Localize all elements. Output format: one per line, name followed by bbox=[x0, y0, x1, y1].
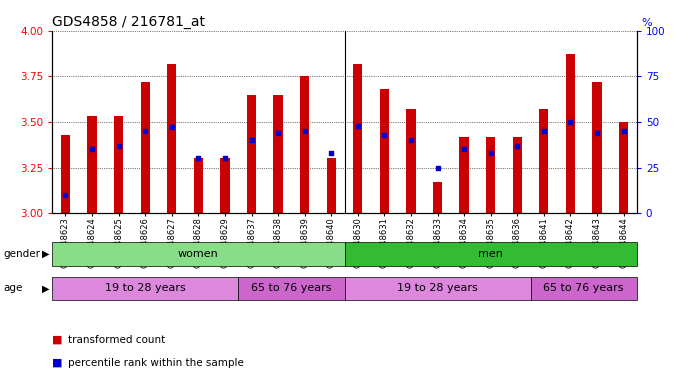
Text: gender: gender bbox=[3, 249, 40, 259]
Bar bbox=[88, 116, 97, 213]
Bar bbox=[530, 276, 637, 300]
Text: women: women bbox=[178, 249, 219, 259]
Text: 19 to 28 years: 19 to 28 years bbox=[105, 283, 186, 293]
Bar bbox=[353, 64, 363, 213]
Bar bbox=[167, 64, 176, 213]
Point bbox=[592, 130, 603, 136]
Bar bbox=[220, 159, 230, 213]
Text: 65 to 76 years: 65 to 76 years bbox=[251, 283, 331, 293]
Point bbox=[86, 146, 97, 152]
Point bbox=[166, 124, 177, 131]
Bar bbox=[380, 89, 389, 213]
Bar bbox=[619, 122, 628, 213]
Text: %: % bbox=[641, 18, 651, 28]
Point bbox=[379, 132, 390, 138]
Point bbox=[485, 150, 496, 156]
Text: 19 to 28 years: 19 to 28 years bbox=[397, 283, 478, 293]
Point bbox=[565, 119, 576, 125]
Bar bbox=[193, 159, 203, 213]
Point bbox=[273, 130, 284, 136]
Bar bbox=[114, 116, 123, 213]
Point bbox=[432, 164, 443, 170]
Bar bbox=[326, 159, 336, 213]
Point bbox=[538, 128, 549, 134]
Bar bbox=[274, 94, 283, 213]
Bar bbox=[566, 55, 575, 213]
Point bbox=[326, 150, 337, 156]
Bar bbox=[345, 276, 530, 300]
Bar bbox=[433, 182, 442, 213]
Point bbox=[352, 122, 363, 129]
Point bbox=[113, 142, 124, 149]
Bar bbox=[592, 82, 601, 213]
Bar bbox=[141, 82, 150, 213]
Point bbox=[140, 128, 151, 134]
Point bbox=[193, 156, 204, 162]
Bar bbox=[486, 137, 496, 213]
Bar bbox=[459, 137, 468, 213]
Point bbox=[299, 128, 310, 134]
Text: 65 to 76 years: 65 to 76 years bbox=[544, 283, 624, 293]
Point bbox=[405, 137, 416, 143]
Point bbox=[459, 146, 470, 152]
Point bbox=[512, 142, 523, 149]
Bar bbox=[345, 242, 637, 266]
Text: ▶: ▶ bbox=[42, 249, 49, 259]
Bar bbox=[247, 94, 256, 213]
Text: ■: ■ bbox=[52, 335, 63, 345]
Text: age: age bbox=[3, 283, 23, 293]
Bar bbox=[512, 137, 522, 213]
Bar bbox=[539, 109, 548, 213]
Bar bbox=[52, 242, 345, 266]
Text: transformed count: transformed count bbox=[68, 335, 165, 345]
Point bbox=[246, 137, 257, 143]
Bar bbox=[238, 276, 345, 300]
Text: ■: ■ bbox=[52, 358, 63, 368]
Point bbox=[60, 192, 71, 198]
Text: percentile rank within the sample: percentile rank within the sample bbox=[68, 358, 244, 368]
Bar bbox=[300, 76, 309, 213]
Bar bbox=[61, 135, 70, 213]
Bar bbox=[52, 276, 238, 300]
Text: men: men bbox=[478, 249, 503, 259]
Point bbox=[219, 156, 230, 162]
Text: ▶: ▶ bbox=[42, 283, 49, 293]
Bar bbox=[406, 109, 416, 213]
Text: GDS4858 / 216781_at: GDS4858 / 216781_at bbox=[52, 15, 205, 29]
Point bbox=[618, 128, 629, 134]
